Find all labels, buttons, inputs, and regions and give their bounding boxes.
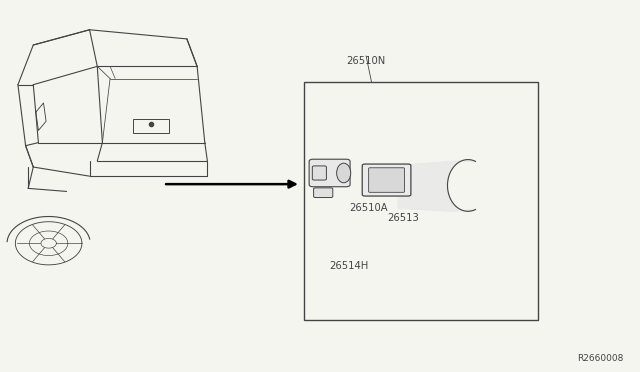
FancyBboxPatch shape <box>314 188 333 198</box>
Text: 26510A: 26510A <box>349 203 387 213</box>
FancyBboxPatch shape <box>369 168 404 192</box>
Ellipse shape <box>337 163 351 183</box>
Text: 26514H: 26514H <box>330 261 369 271</box>
Bar <box>134 119 169 133</box>
Bar <box>304 82 538 320</box>
FancyBboxPatch shape <box>312 166 326 180</box>
Text: R2660008: R2660008 <box>578 354 624 363</box>
Text: 26513: 26513 <box>387 213 419 222</box>
FancyBboxPatch shape <box>362 164 411 196</box>
Polygon shape <box>398 160 476 211</box>
Text: 26510N: 26510N <box>346 57 386 66</box>
FancyBboxPatch shape <box>309 159 350 187</box>
